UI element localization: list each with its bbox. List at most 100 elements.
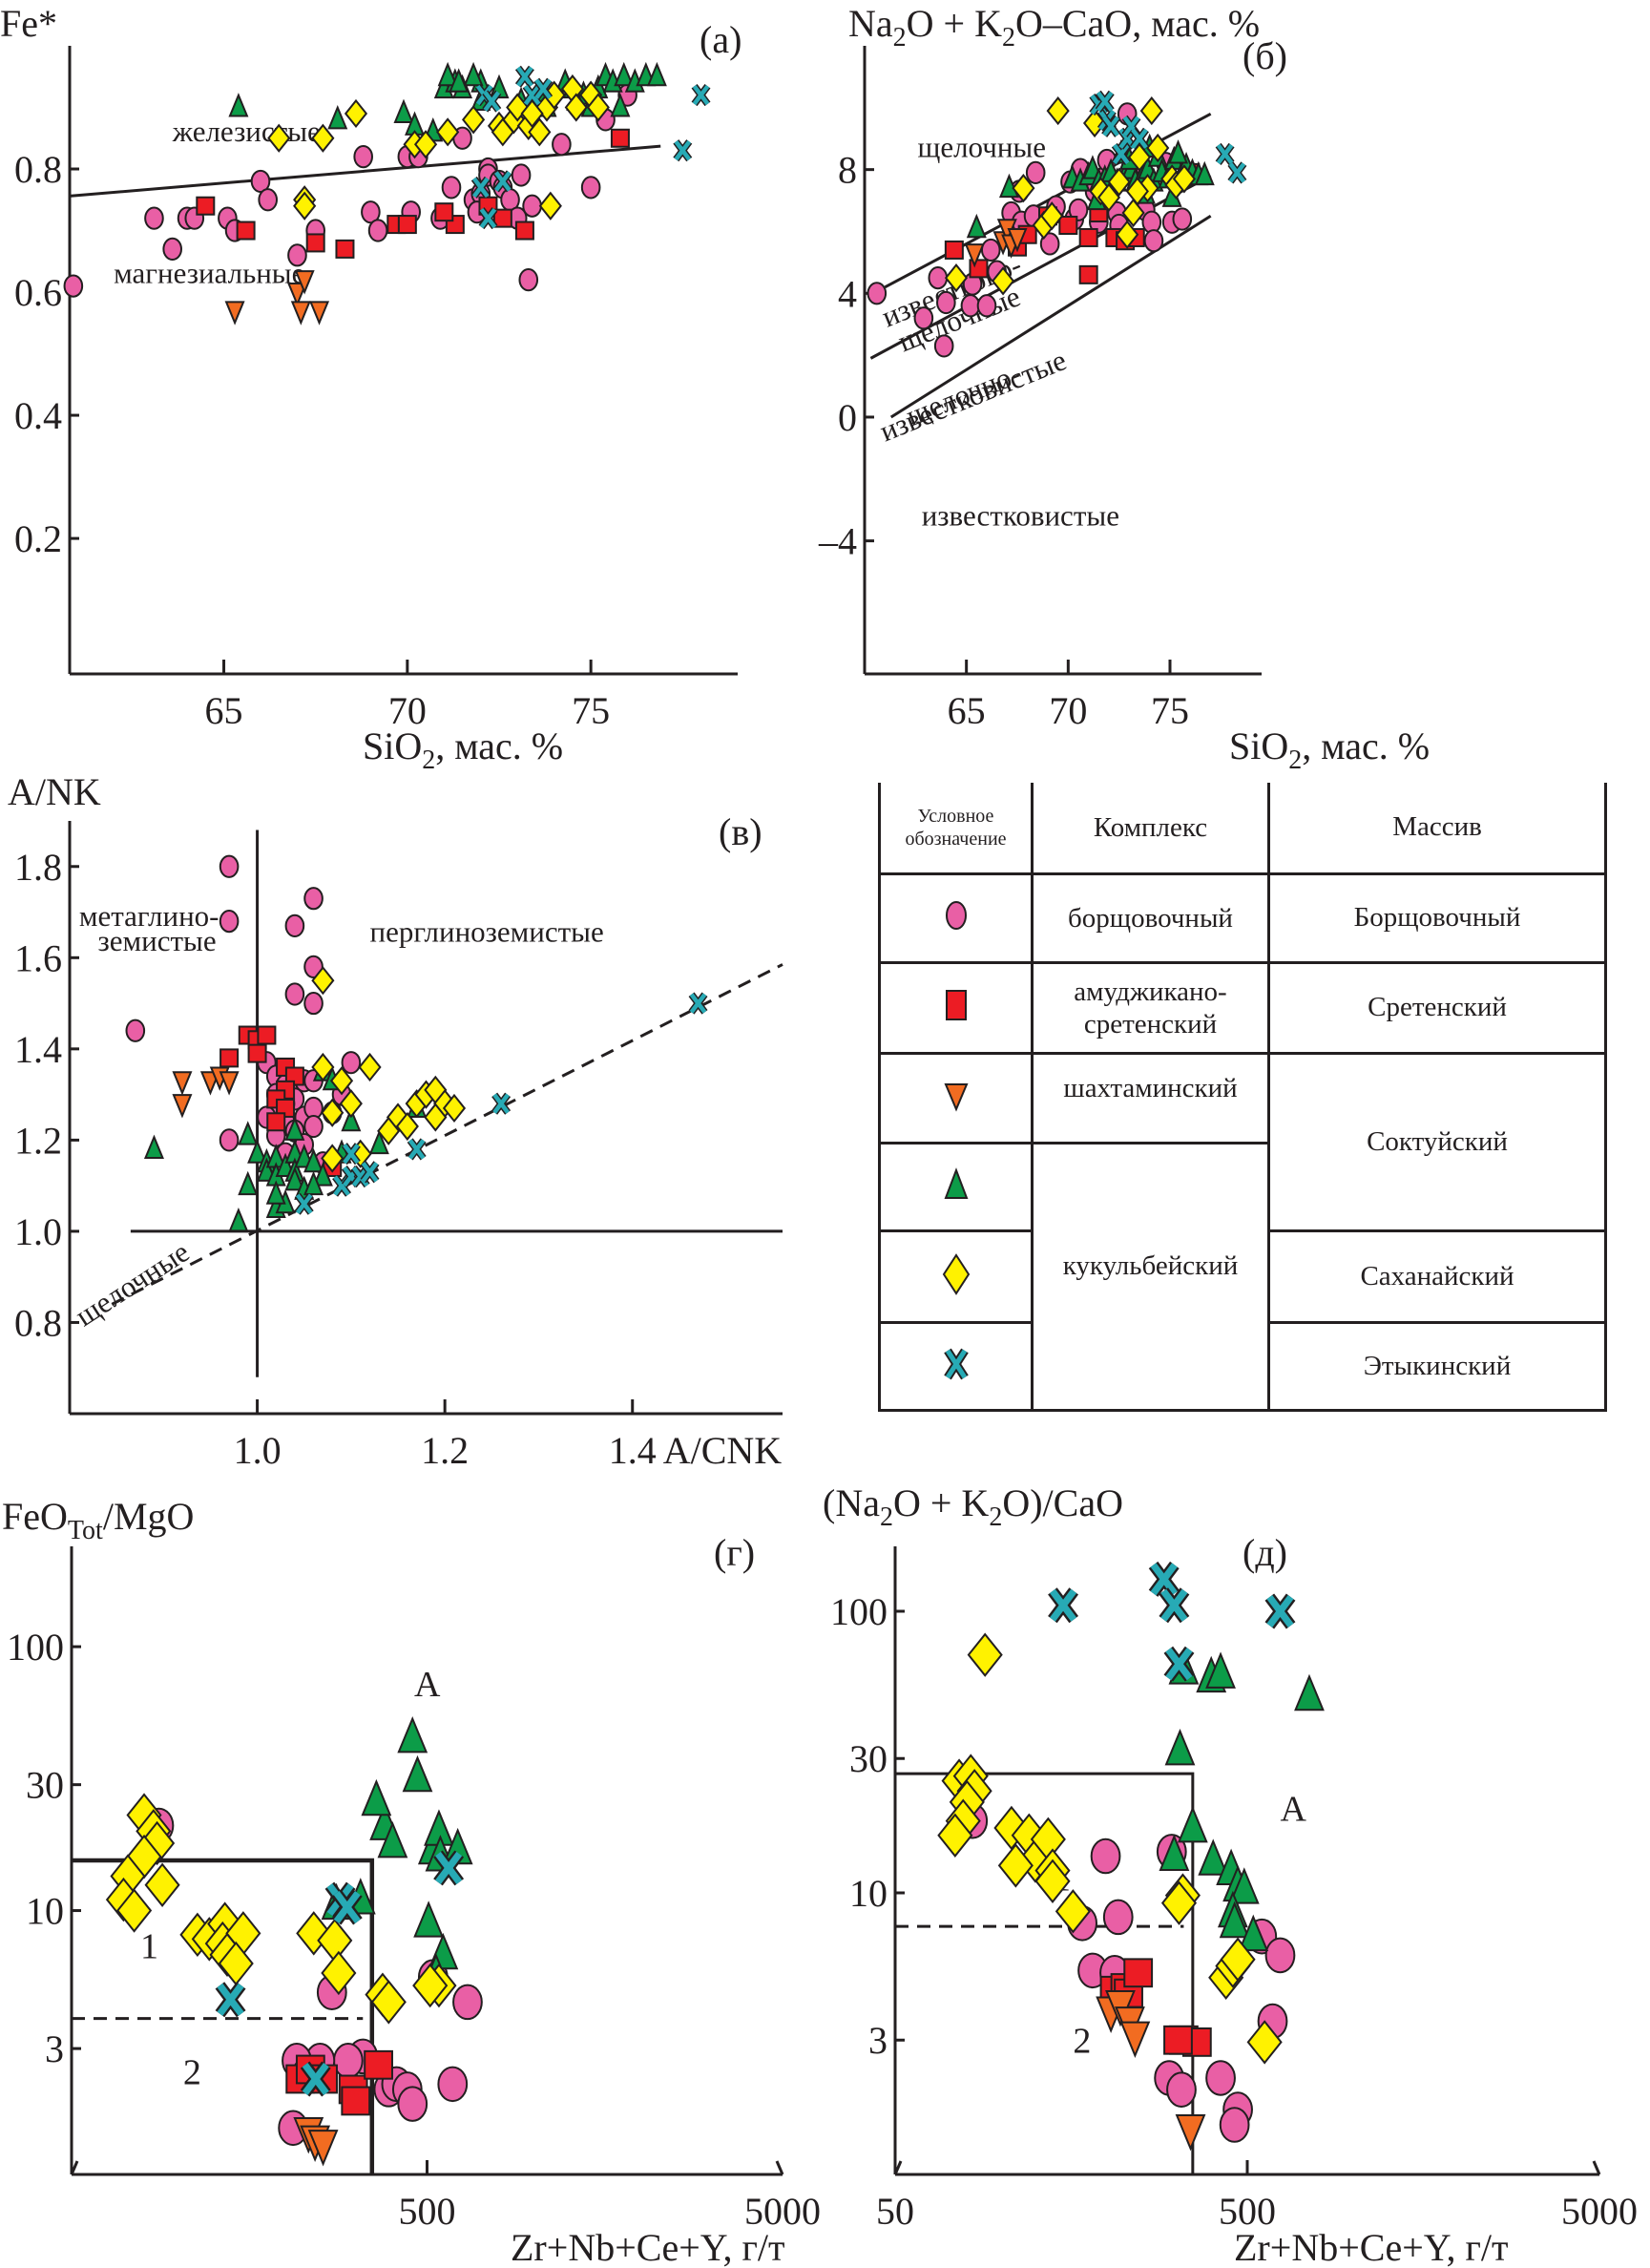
data-point-diamond	[436, 117, 460, 147]
triangle-down-marker-icon	[943, 1082, 969, 1112]
data-point-square	[236, 220, 256, 241]
data-point-circle	[452, 1984, 483, 2021]
data-point-diamond	[1125, 177, 1149, 206]
panel-d-series-triangle-down	[293, 2116, 339, 2167]
data-point-circle	[522, 194, 542, 218]
panel-c-boundary-line	[111, 963, 783, 1306]
data-point-circle	[341, 1051, 362, 1075]
data-point-square	[257, 1025, 277, 1045]
panel-d-ytick-label: 10	[26, 1890, 64, 1933]
data-point-cross	[673, 139, 693, 162]
panel-b-ytick-label: –4	[818, 520, 857, 563]
data-point-triangle-up	[437, 61, 458, 87]
data-point-triangle-up	[303, 1170, 324, 1196]
panel-a-xtick-label: 75	[572, 689, 610, 732]
data-point-triangle-down	[1007, 227, 1028, 253]
legend-row: амуджикано-сретенский Сретенский	[878, 960, 1607, 1055]
panel-c-xtick-label: 1.2	[421, 1429, 469, 1472]
panel-b-malpi-vs-silica: Na2O + K2O–CaO, мас. % (б) SiO2, мас. % …	[818, 2, 1430, 775]
data-point-triangle-down	[1175, 2113, 1206, 2152]
panel-a-series-triangle-down	[224, 270, 330, 326]
data-point-cross	[688, 992, 708, 1015]
data-point-triangle-down	[172, 1071, 193, 1096]
panel-b-ytick-label: 0	[838, 396, 857, 439]
panel-d-xtick-label: 500	[399, 2190, 456, 2233]
data-point-diamond	[937, 1813, 973, 1858]
data-point-square	[196, 196, 216, 216]
data-point-circle	[1090, 1838, 1121, 1875]
data-point-diamond	[424, 1102, 448, 1132]
legend-table: Условное обозначение Комплекс Массив борщ…	[878, 783, 1607, 1412]
data-point-circle	[936, 290, 956, 315]
data-point-diamond	[1116, 220, 1139, 249]
panel-c-region-label: земистые	[97, 924, 216, 957]
data-point-cross	[341, 1143, 361, 1166]
data-point-circle	[219, 909, 240, 934]
panel-a-ytick-label: 0.8	[14, 148, 62, 191]
panel-d-label: (г)	[714, 1531, 755, 1574]
legend-row: Саханайский	[878, 1228, 1607, 1324]
legend-row: Этыкинский	[878, 1320, 1607, 1412]
data-point-diamond	[461, 105, 486, 135]
panel-b-xtick-label: 75	[1151, 689, 1189, 732]
legend-header-row: Условное обозначение Комплекс Массив	[878, 783, 1607, 875]
data-point-square	[335, 239, 355, 259]
data-point-triangle-down	[172, 1094, 193, 1119]
data-point-diamond	[520, 98, 544, 129]
data-point-square	[514, 220, 534, 241]
panel-c-ytick-label: 1.0	[14, 1210, 62, 1253]
panel-c-xlabel: A/CNK	[663, 1429, 783, 1472]
data-point-diamond	[311, 966, 335, 996]
data-point-diamond	[1139, 95, 1163, 126]
data-point-circle	[284, 914, 305, 937]
legend-symbol-cell	[878, 1141, 1034, 1232]
data-point-triangle-up	[368, 1129, 389, 1155]
data-point-square	[266, 1112, 286, 1132]
data-point-cross	[1130, 127, 1149, 150]
panel-b-ytick-label: 4	[838, 272, 857, 315]
data-point-triangle-up	[247, 1139, 268, 1164]
panel-e-xlabel: Zr+Nb+Ce+Y, г/т	[1234, 2226, 1508, 2268]
panel-d-ylabel-tail: /MgO	[103, 1495, 195, 1538]
panel-e-series-triangle-down	[1096, 1989, 1206, 2152]
panel-d-ylabel-main: FeO	[2, 1495, 68, 1538]
panel-c-series-cross	[294, 992, 708, 1215]
legend-complex: борщовочный	[1031, 872, 1270, 964]
data-point-triangle-up	[1194, 160, 1215, 186]
data-point-square	[492, 208, 512, 228]
data-point-square	[610, 128, 630, 148]
data-point-circle	[1205, 2060, 1236, 2096]
panel-d-xlabel: Zr+Nb+Ce+Y, г/т	[511, 2226, 784, 2268]
data-point-circle	[144, 206, 164, 230]
data-point-diamond	[413, 130, 438, 159]
panel-c-ylabel: A/NK	[8, 770, 101, 813]
data-point-square	[434, 202, 454, 222]
data-point-cross	[491, 1092, 512, 1115]
panel-e-ylabel: (Na2O + K2O)/CaO	[823, 1481, 1123, 1532]
data-point-triangle-up	[228, 93, 249, 117]
data-point-triangle-up	[228, 1208, 249, 1232]
data-point-diamond	[321, 1144, 345, 1173]
data-point-circle	[287, 243, 307, 267]
data-point-circle	[1025, 160, 1046, 184]
panel-c-ytick-label: 1.2	[14, 1119, 62, 1162]
data-point-circle	[162, 237, 182, 261]
panel-c-label: (в)	[719, 810, 762, 853]
data-point-diamond	[395, 1111, 419, 1142]
data-point-circle	[441, 176, 462, 200]
data-point-circle	[361, 200, 381, 224]
data-point-circle	[1102, 1899, 1134, 1936]
data-point-square	[364, 2049, 393, 2080]
triangle-up-marker-icon	[944, 1166, 968, 1199]
legend-row: кукульбейский	[878, 1141, 1606, 1412]
data-point-square	[397, 215, 417, 235]
data-point-diamond	[311, 1052, 335, 1082]
panel-e-series-cross	[1048, 1561, 1296, 1682]
panel-a-region-label: железистые	[172, 115, 321, 148]
data-point-circle	[1039, 232, 1060, 256]
data-point-diamond	[586, 93, 610, 122]
data-point-triangle-up	[463, 61, 484, 87]
data-point-circle	[303, 991, 324, 1016]
panel-e-ytick-label: 3	[868, 2019, 888, 2062]
panel-e-axis-break-left	[893, 2160, 903, 2175]
